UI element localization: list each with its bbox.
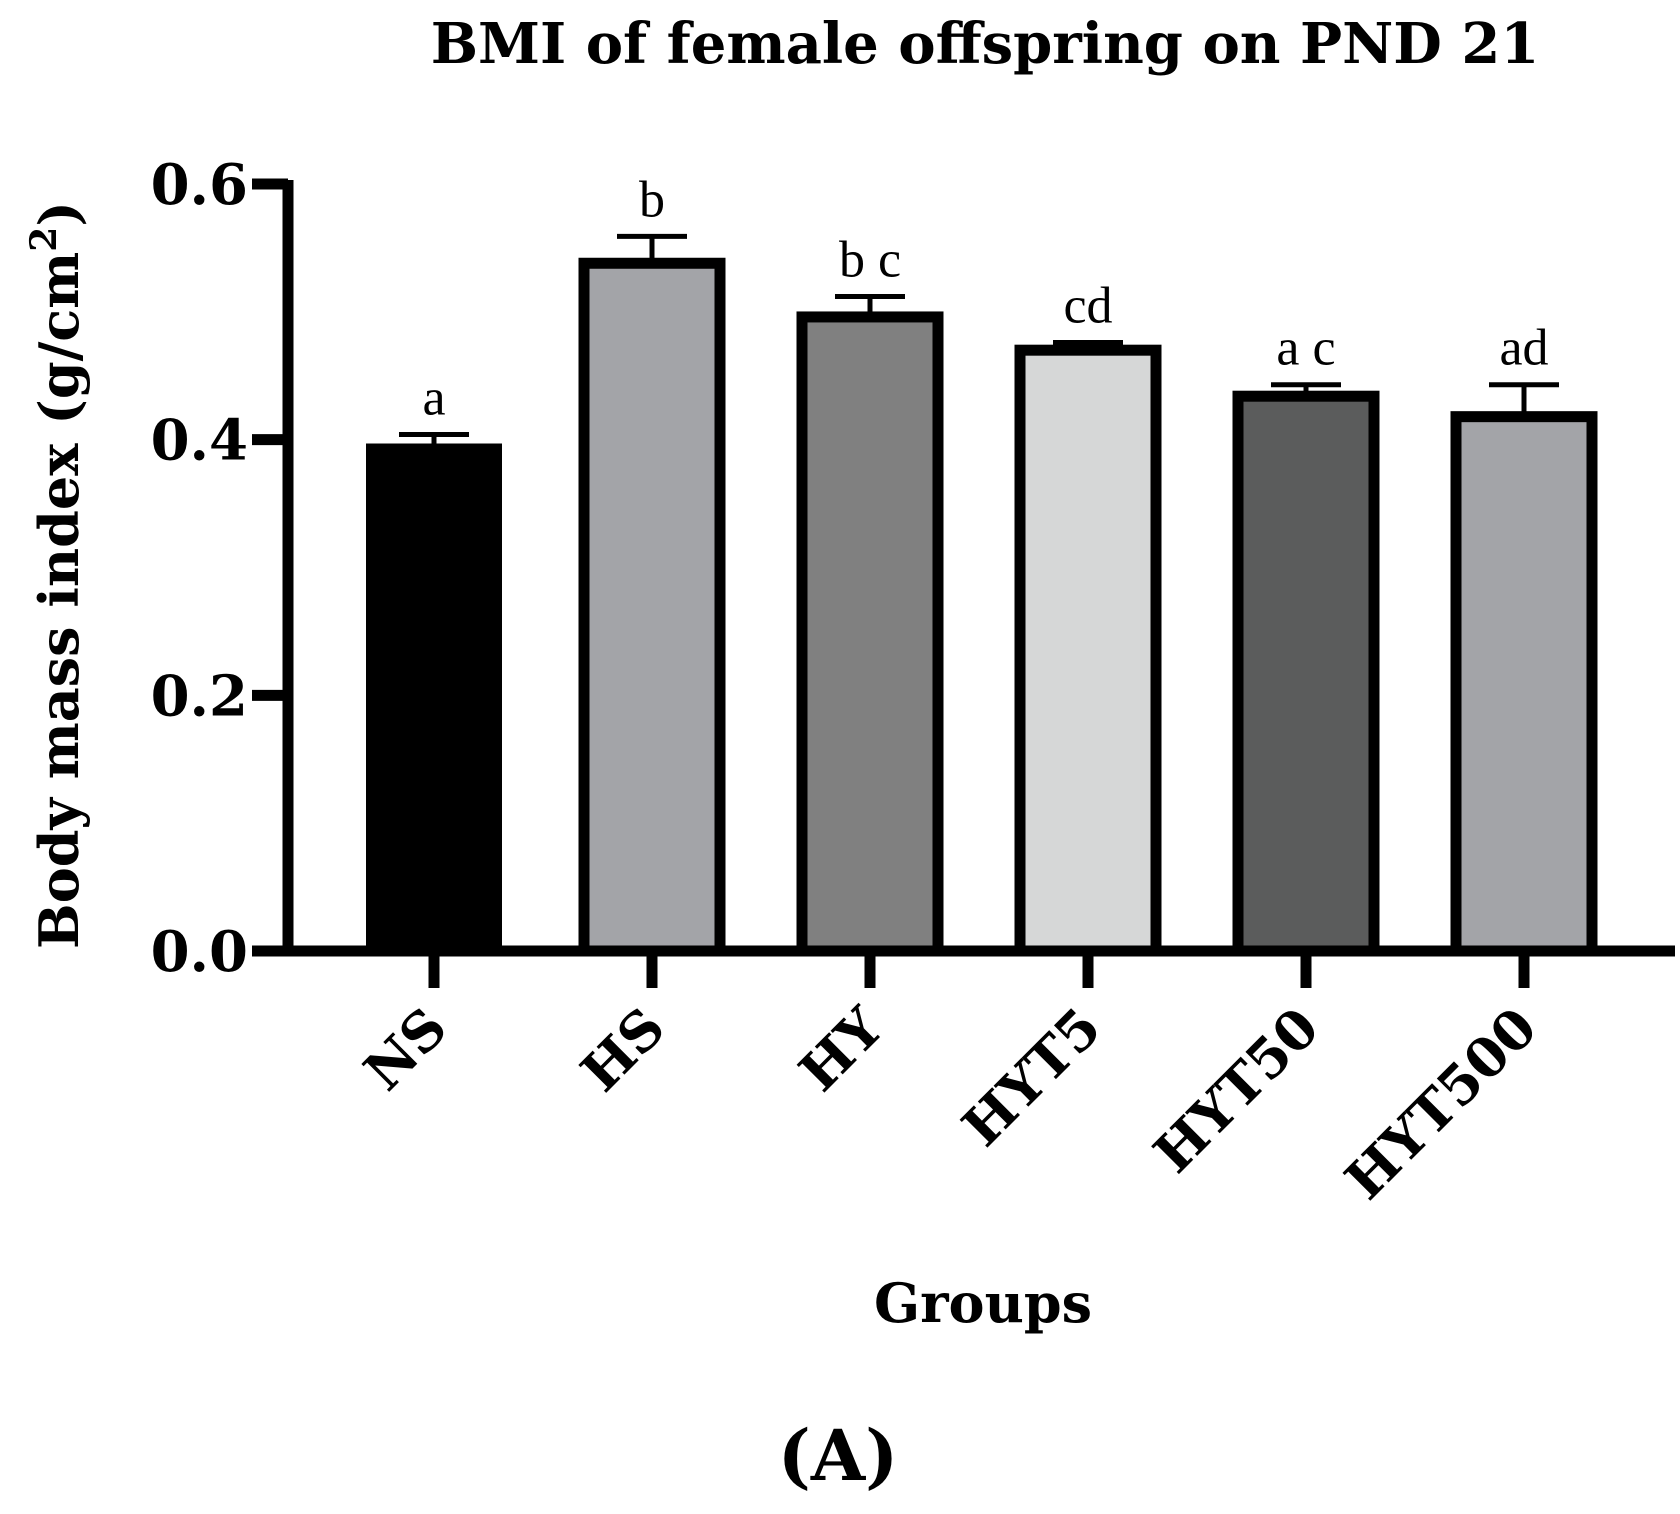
significance-label-hy: b c	[839, 231, 901, 288]
y-axis-label-close: )	[27, 201, 91, 227]
y-axis-label-text: Body mass index (g/cm	[27, 252, 91, 949]
chart-title: BMI of female offspring on PND 21	[431, 11, 1540, 77]
significance-label-hyt500: ad	[1499, 320, 1548, 377]
significance-label-ns: a	[422, 370, 445, 427]
y-tick-label: 0.2	[151, 663, 248, 729]
bar-ns	[366, 443, 502, 951]
panel-label: (A)	[778, 1414, 899, 1497]
significance-label-hyt5: cd	[1063, 278, 1112, 335]
bar-hy	[796, 311, 944, 957]
x-tick-label-ns: NS	[351, 995, 459, 1103]
bar-hs	[578, 257, 726, 957]
y-axis: 0.0 0.2 0.4 0.6	[151, 152, 294, 985]
y-tick-label: 0.0	[151, 919, 248, 985]
x-axis: NS HS HY HYT5 HYT50 HYT500	[282, 945, 1675, 1212]
x-tick-label-hyt50: HYT50	[1141, 995, 1331, 1185]
y-axis-label-superscript: 2	[23, 227, 65, 252]
bar-hyt500	[1450, 411, 1598, 957]
x-tick-label-hyt5: HYT5	[950, 995, 1114, 1159]
bar-hyt5	[1014, 344, 1162, 957]
significance-label-hyt50: a c	[1276, 320, 1335, 377]
y-axis-label: Body mass index (g/cm2)	[23, 201, 91, 949]
bar-hyt50	[1232, 390, 1380, 957]
significance-label-hs: b	[639, 171, 665, 228]
y-tick-label: 0.4	[151, 408, 248, 474]
x-tick-label-hyt500: HYT500	[1332, 995, 1549, 1212]
x-tick-label-hs: HS	[568, 995, 677, 1104]
x-axis-label: Groups	[874, 1271, 1092, 1335]
bars-group: a b b c cd a c ad	[366, 171, 1598, 957]
y-tick-label: 0.6	[151, 152, 248, 218]
x-tick-label-hy: HY	[787, 994, 897, 1104]
